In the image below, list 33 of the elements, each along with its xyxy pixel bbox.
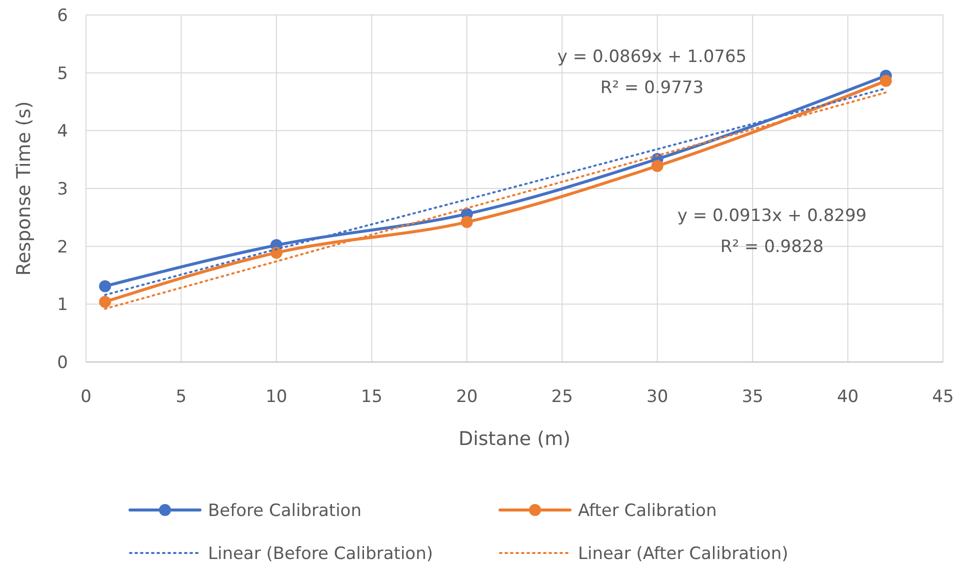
legend-label: Linear (After Calibration) xyxy=(578,544,788,564)
point xyxy=(99,296,112,308)
x-tick-label: 15 xyxy=(360,387,382,407)
x-axis-title: Distane (m) xyxy=(458,428,571,450)
x-tick-label: 45 xyxy=(932,387,954,407)
y-tick-label: 0 xyxy=(57,353,68,373)
x-tick-label: 10 xyxy=(266,387,288,407)
legend-label: After Calibration xyxy=(578,501,717,521)
y-tick-label: 5 xyxy=(57,64,68,84)
point xyxy=(99,280,112,292)
point xyxy=(651,160,664,172)
annotation: R² = 0.9773 xyxy=(600,78,704,98)
point xyxy=(880,74,892,87)
point xyxy=(460,216,473,228)
annotation: y = 0.0869x + 1.0765 xyxy=(557,47,747,67)
x-tick-label: 25 xyxy=(551,387,573,407)
x-tick-label: 35 xyxy=(742,387,764,407)
x-tick-label: 5 xyxy=(176,387,187,407)
y-axis-title: Response Time (s) xyxy=(13,101,35,276)
legend-label: Linear (Before Calibration) xyxy=(208,544,433,564)
x-tick-label: 40 xyxy=(836,387,859,407)
annotation: y = 0.0913x + 0.8299 xyxy=(677,206,867,226)
y-tick-label: 3 xyxy=(57,180,68,200)
x-tick-label: 30 xyxy=(646,387,668,407)
point xyxy=(270,246,282,259)
annotation: R² = 0.9828 xyxy=(720,237,824,257)
y-tick-label: 2 xyxy=(57,237,68,258)
y-tick-label: 1 xyxy=(57,295,68,316)
legend-label: Before Calibration xyxy=(208,501,362,521)
x-tick-label: 20 xyxy=(456,387,478,407)
x-tick-label: 0 xyxy=(80,387,92,407)
y-tick-label: 6 xyxy=(57,6,68,26)
y-tick-label: 4 xyxy=(57,122,68,142)
